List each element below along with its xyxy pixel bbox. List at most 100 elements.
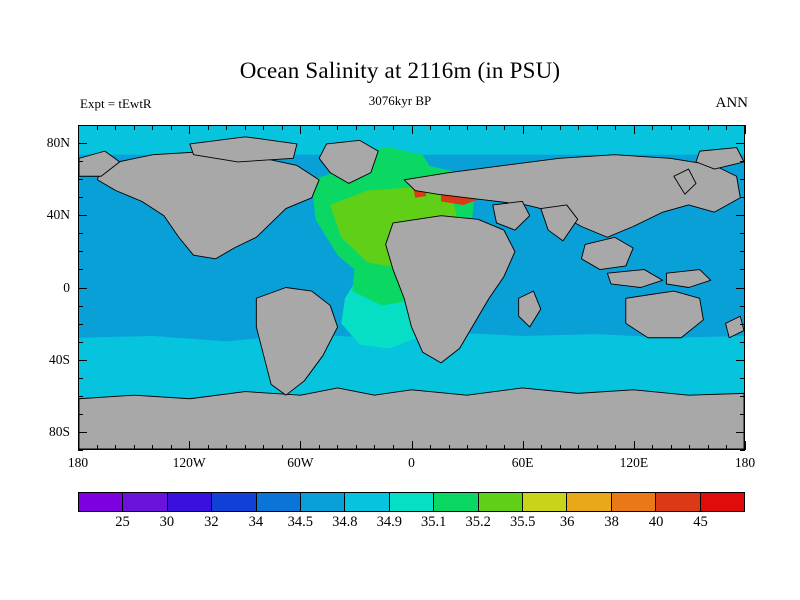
x-minor-tick-top — [578, 125, 580, 130]
y-major-tick-right — [736, 431, 745, 433]
colorbar-segment — [433, 493, 478, 511]
x-minor-tick — [541, 445, 543, 450]
y-minor-tick — [78, 395, 83, 397]
x-minor-tick-top — [615, 125, 617, 130]
colorbar-segment — [477, 493, 523, 511]
y-axis-tick-label: 80S — [48, 423, 70, 439]
colorbar-tick-label: 30 — [159, 514, 175, 530]
colorbar-segment — [300, 493, 345, 511]
colorbar-segment — [699, 493, 745, 511]
x-major-tick-top — [189, 125, 191, 134]
x-minor-tick-top — [244, 125, 246, 130]
x-major-tick-top — [522, 125, 524, 134]
x-minor-tick — [226, 445, 228, 450]
x-minor-tick-top — [467, 125, 469, 130]
y-minor-tick-right — [740, 341, 745, 343]
colorbar-tick-label: 35.5 — [509, 514, 536, 530]
y-major-tick-right — [736, 143, 745, 145]
x-major-tick — [745, 441, 746, 450]
colorbar-tick-label: 35.2 — [465, 514, 491, 530]
colorbar-segment — [566, 493, 611, 511]
x-minor-tick-top — [504, 125, 506, 130]
x-minor-tick — [615, 445, 617, 450]
land-south-america — [255, 287, 339, 396]
x-minor-tick — [670, 445, 672, 450]
x-minor-tick — [485, 445, 487, 450]
colorbar-tick-label: 34.5 — [287, 514, 314, 530]
y-axis-tick-label: 40S — [48, 351, 70, 367]
land-antarctica — [79, 387, 744, 449]
x-minor-tick-top — [281, 125, 283, 130]
land-madagascar — [518, 290, 542, 328]
land-africa — [385, 215, 516, 364]
x-major-tick-top — [633, 125, 635, 134]
figure-subtitle: 3076kyr BP — [368, 93, 432, 108]
colorbar-tick-label: 25 — [115, 514, 130, 530]
y-minor-tick-right — [740, 251, 745, 253]
x-minor-tick — [726, 445, 728, 450]
x-minor-tick-top — [485, 125, 487, 130]
y-minor-tick — [78, 161, 83, 163]
x-minor-tick-top — [430, 125, 432, 130]
x-minor-tick-top — [318, 125, 320, 130]
y-major-tick — [78, 143, 87, 145]
map-svg — [79, 126, 744, 449]
colorbar-segment — [255, 493, 301, 511]
land-ne-asia — [695, 147, 744, 170]
land-australia — [625, 290, 704, 339]
land-japan — [673, 168, 697, 195]
colorbar-tick-label: 32 — [204, 514, 219, 530]
x-major-tick — [522, 441, 524, 450]
x-minor-tick-top — [707, 125, 709, 130]
colorbar-tick-label: 36 — [559, 514, 575, 530]
x-major-tick — [189, 441, 191, 450]
y-minor-tick — [78, 197, 83, 199]
y-axis-tick-label: 40N — [46, 207, 70, 223]
x-minor-tick-top — [689, 125, 691, 130]
x-minor-tick — [707, 445, 709, 450]
x-minor-tick — [207, 445, 209, 450]
land-southeast-asia — [580, 236, 634, 271]
y-axis-tick-label: 0 — [63, 279, 70, 295]
x-minor-tick — [355, 445, 357, 450]
land-alaska — [79, 150, 121, 177]
x-minor-tick-top — [207, 125, 209, 130]
map-plot-area — [78, 125, 745, 450]
x-minor-tick — [392, 445, 394, 450]
colorbar-segment — [344, 493, 389, 511]
land-greenland — [318, 139, 379, 184]
land-arctic-islands — [189, 136, 298, 163]
y-minor-tick — [78, 251, 83, 253]
colorbar-segment — [610, 493, 656, 511]
y-minor-tick-right — [740, 395, 745, 397]
x-minor-tick — [244, 445, 246, 450]
y-major-tick — [78, 215, 87, 217]
colorbar-tick-label: 40 — [648, 514, 664, 530]
y-minor-tick — [78, 341, 83, 343]
x-major-tick — [300, 441, 302, 450]
land-indonesia — [606, 269, 664, 288]
x-minor-tick-top — [133, 125, 135, 130]
x-minor-tick — [689, 445, 691, 450]
x-major-tick-top — [78, 125, 79, 134]
x-minor-tick-top — [726, 125, 728, 130]
y-major-tick-right — [736, 215, 745, 217]
x-minor-tick-top — [374, 125, 376, 130]
x-minor-tick-top — [115, 125, 117, 130]
x-minor-tick — [374, 445, 376, 450]
y-minor-tick — [78, 125, 83, 126]
y-minor-tick-right — [740, 233, 745, 235]
x-minor-tick-top — [448, 125, 450, 130]
x-minor-tick — [448, 445, 450, 450]
x-minor-tick — [170, 445, 172, 450]
y-major-tick — [78, 359, 87, 361]
y-minor-tick-right — [740, 179, 745, 181]
x-minor-tick-top — [170, 125, 172, 130]
y-minor-tick-right — [740, 161, 745, 163]
y-minor-tick-right — [740, 413, 745, 415]
y-minor-tick-right — [740, 323, 745, 325]
x-minor-tick — [559, 445, 561, 450]
x-minor-tick — [467, 445, 469, 450]
y-minor-tick — [78, 377, 83, 379]
